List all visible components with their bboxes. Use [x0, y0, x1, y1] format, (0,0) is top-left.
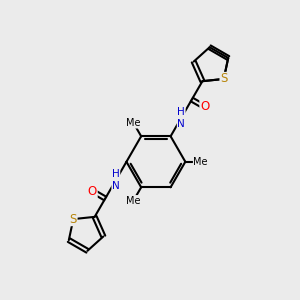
Text: O: O — [200, 100, 209, 113]
Text: S: S — [220, 73, 227, 85]
Text: H
N: H N — [177, 107, 185, 129]
Text: Me: Me — [194, 157, 208, 167]
Text: S: S — [70, 213, 77, 226]
Text: Me: Me — [126, 196, 141, 206]
Text: H
N: H N — [112, 169, 120, 191]
Text: O: O — [88, 184, 97, 198]
Text: Me: Me — [126, 118, 141, 128]
